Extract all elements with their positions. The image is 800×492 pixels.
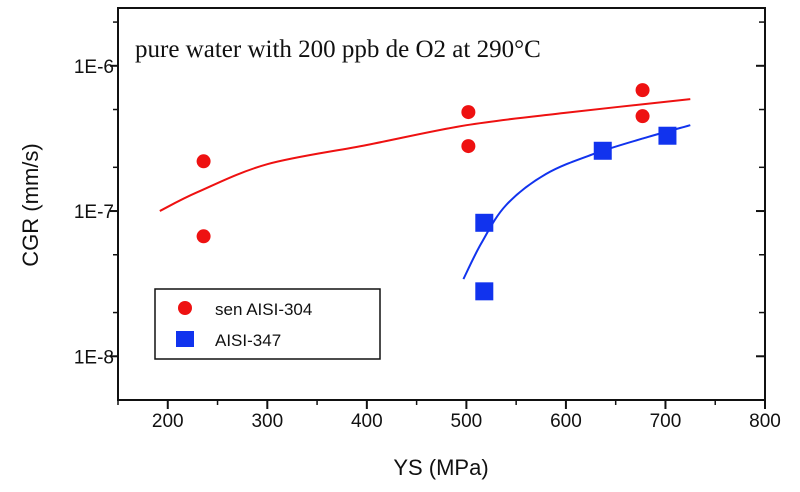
x-tick-label-700: 700 [650,411,682,432]
fit-curve-series-1 [462,124,691,280]
y-axis-ticks: 1E-8 1E-7 1E-6 [74,21,765,368]
x-axis-title: YS (MPa) [393,455,488,480]
y-tick-label: 1E-6 [74,57,114,78]
point-series-0-2 [461,105,476,120]
point-series-1-2 [593,141,612,160]
fit-curves [159,98,691,280]
point-series-1-0 [475,213,494,232]
x-tick-label-500: 500 [451,411,483,432]
x-tick-label-600: 600 [550,411,582,432]
point-series-1-1 [475,282,494,301]
legend-marker-aisi-304 [178,301,192,315]
x-tick-label-300: 300 [251,411,283,432]
legend-marker-aisi-347 [176,331,194,347]
x-tick-label-400: 400 [351,411,383,432]
chart-annotation: pure water with 200 ppb de O2 at 290°C [135,36,541,63]
point-series-1-3 [658,126,677,145]
fit-curve-series-0 [159,98,691,212]
x-tick-label-800: 800 [749,411,781,432]
legend-label-aisi-304: sen AISI-304 [215,300,312,319]
legend-label-aisi-347: AISI-347 [215,331,281,350]
point-series-0-4 [635,83,650,98]
x-axis-ticks: 200 300 400 500 600 700 800 [117,400,781,432]
x-tick-label-200: 200 [152,411,184,432]
legend-box [154,288,381,360]
point-series-0-5 [635,109,650,124]
legend: sen AISI-304 AISI-347 [154,288,381,360]
plot-frame [117,7,766,401]
point-series-0-0 [196,154,211,169]
point-series-0-3 [461,139,476,154]
point-series-0-1 [196,229,211,244]
data-points [196,83,677,301]
y-axis-title: CGR (mm/s) [18,143,43,266]
y-tick-label: 1E-7 [74,202,114,223]
y-tick-label: 1E-8 [74,347,114,368]
